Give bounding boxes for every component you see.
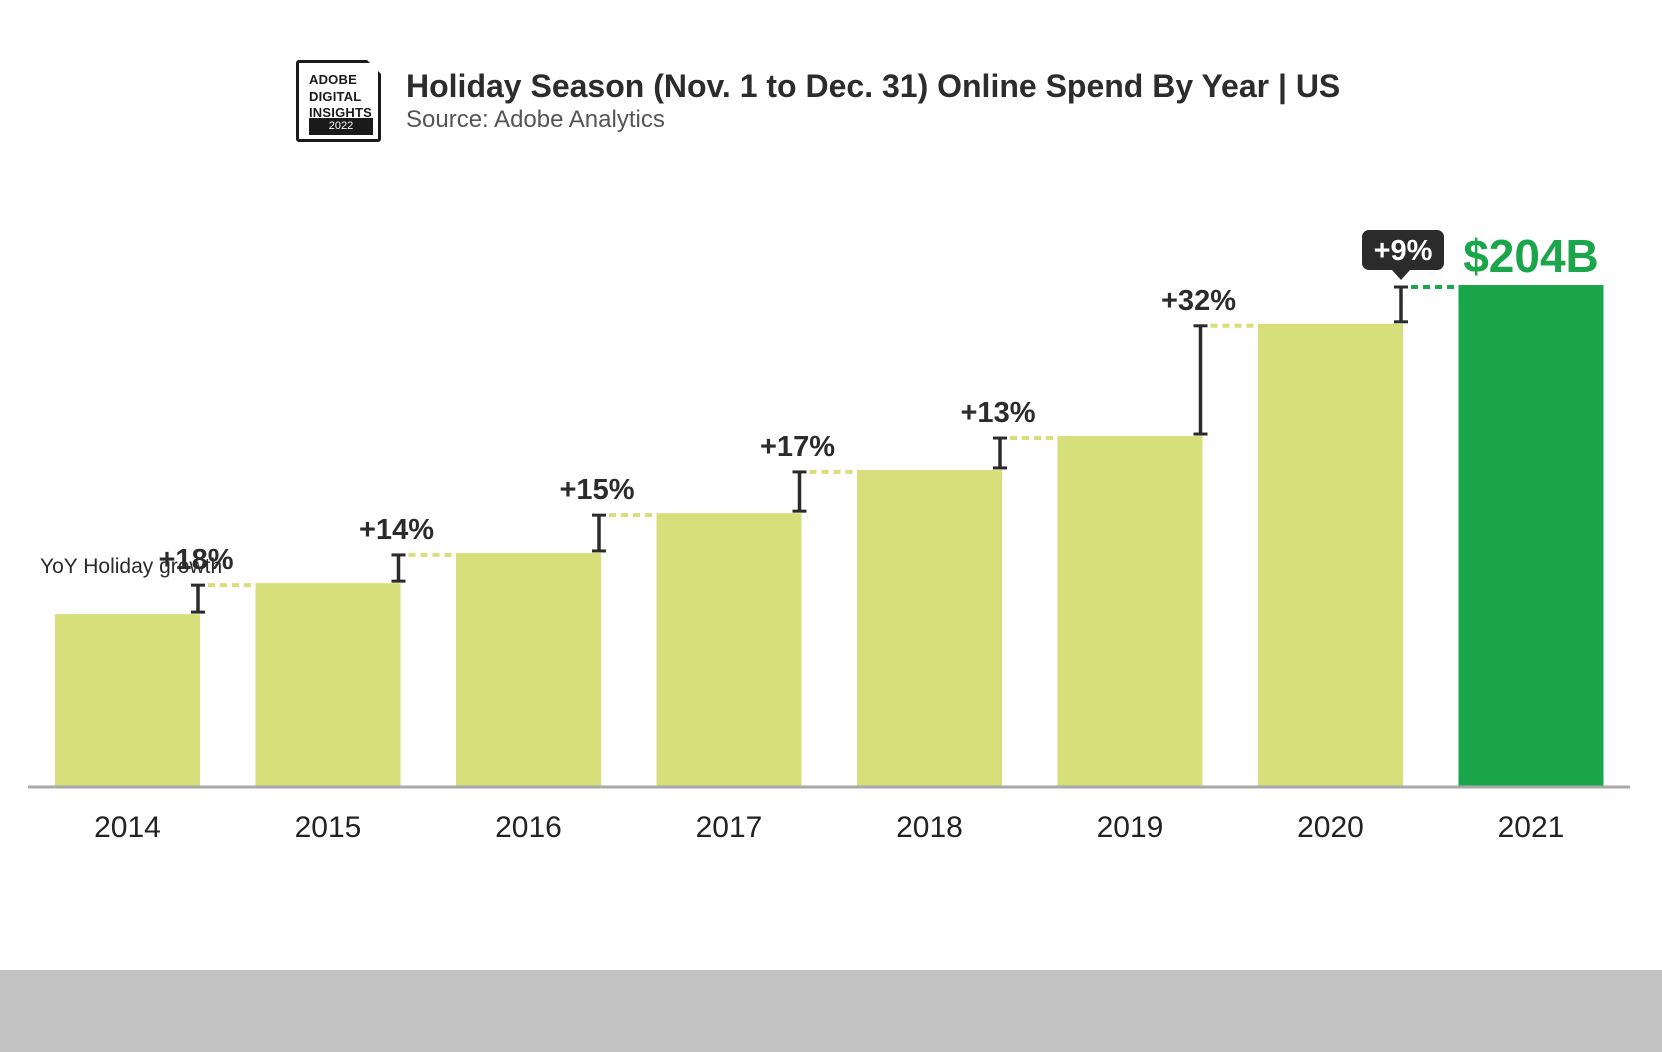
x-tick-label-2019: 2019: [1097, 811, 1164, 844]
growth-label-2016: +14%: [359, 514, 434, 546]
growth-caption: YoY Holiday growth: [40, 555, 222, 578]
growth-badge-pointer: [1392, 270, 1410, 280]
bar-2020: [1258, 323, 1403, 786]
x-tick-label-2014: 2014: [94, 811, 161, 844]
growth-badge-2021: [1362, 230, 1444, 270]
bar-2019: [1057, 436, 1203, 786]
bar-2021: [1458, 285, 1604, 786]
logo-page-fold: [367, 60, 381, 74]
growth-label-2017: +15%: [560, 474, 635, 506]
bar-2014: [55, 614, 200, 786]
logo-year: 2022: [309, 118, 373, 135]
logo-line-3: INSIGHTS: [309, 105, 372, 120]
bar-2016: [456, 552, 601, 786]
x-tick-label-2015: 2015: [295, 811, 362, 844]
growth-label-2020: +32%: [1161, 285, 1236, 317]
x-tick-label-2020: 2020: [1297, 811, 1364, 844]
growth-label-2019: +13%: [961, 397, 1036, 429]
growth-label-2018: +17%: [760, 431, 835, 463]
bar-2015: [255, 583, 401, 786]
x-tick-label-2021: 2021: [1498, 811, 1565, 844]
chart-title: Holiday Season (Nov. 1 to Dec. 31) Onlin…: [406, 68, 1341, 104]
chart-subtitle: Source: Adobe Analytics: [406, 106, 665, 133]
bar-2017: [656, 513, 802, 786]
growth-label-2015: +18%: [159, 544, 234, 576]
adobe-digital-insights-logo: ADOBE DIGITAL INSIGHTS 2022: [296, 60, 381, 142]
bar-2018: [857, 469, 1002, 786]
logo-text: ADOBE DIGITAL INSIGHTS: [309, 72, 372, 122]
x-tick-label-2018: 2018: [896, 811, 963, 844]
x-tick-label-2017: 2017: [696, 811, 763, 844]
highlight-value-label: $204B: [1463, 230, 1599, 282]
x-tick-label-2016: 2016: [495, 811, 562, 844]
footer-band: [0, 970, 1662, 1052]
logo-line-1: ADOBE: [309, 72, 357, 87]
growth-label-2021: +9%: [1374, 235, 1433, 267]
logo-line-2: DIGITAL: [309, 88, 362, 104]
